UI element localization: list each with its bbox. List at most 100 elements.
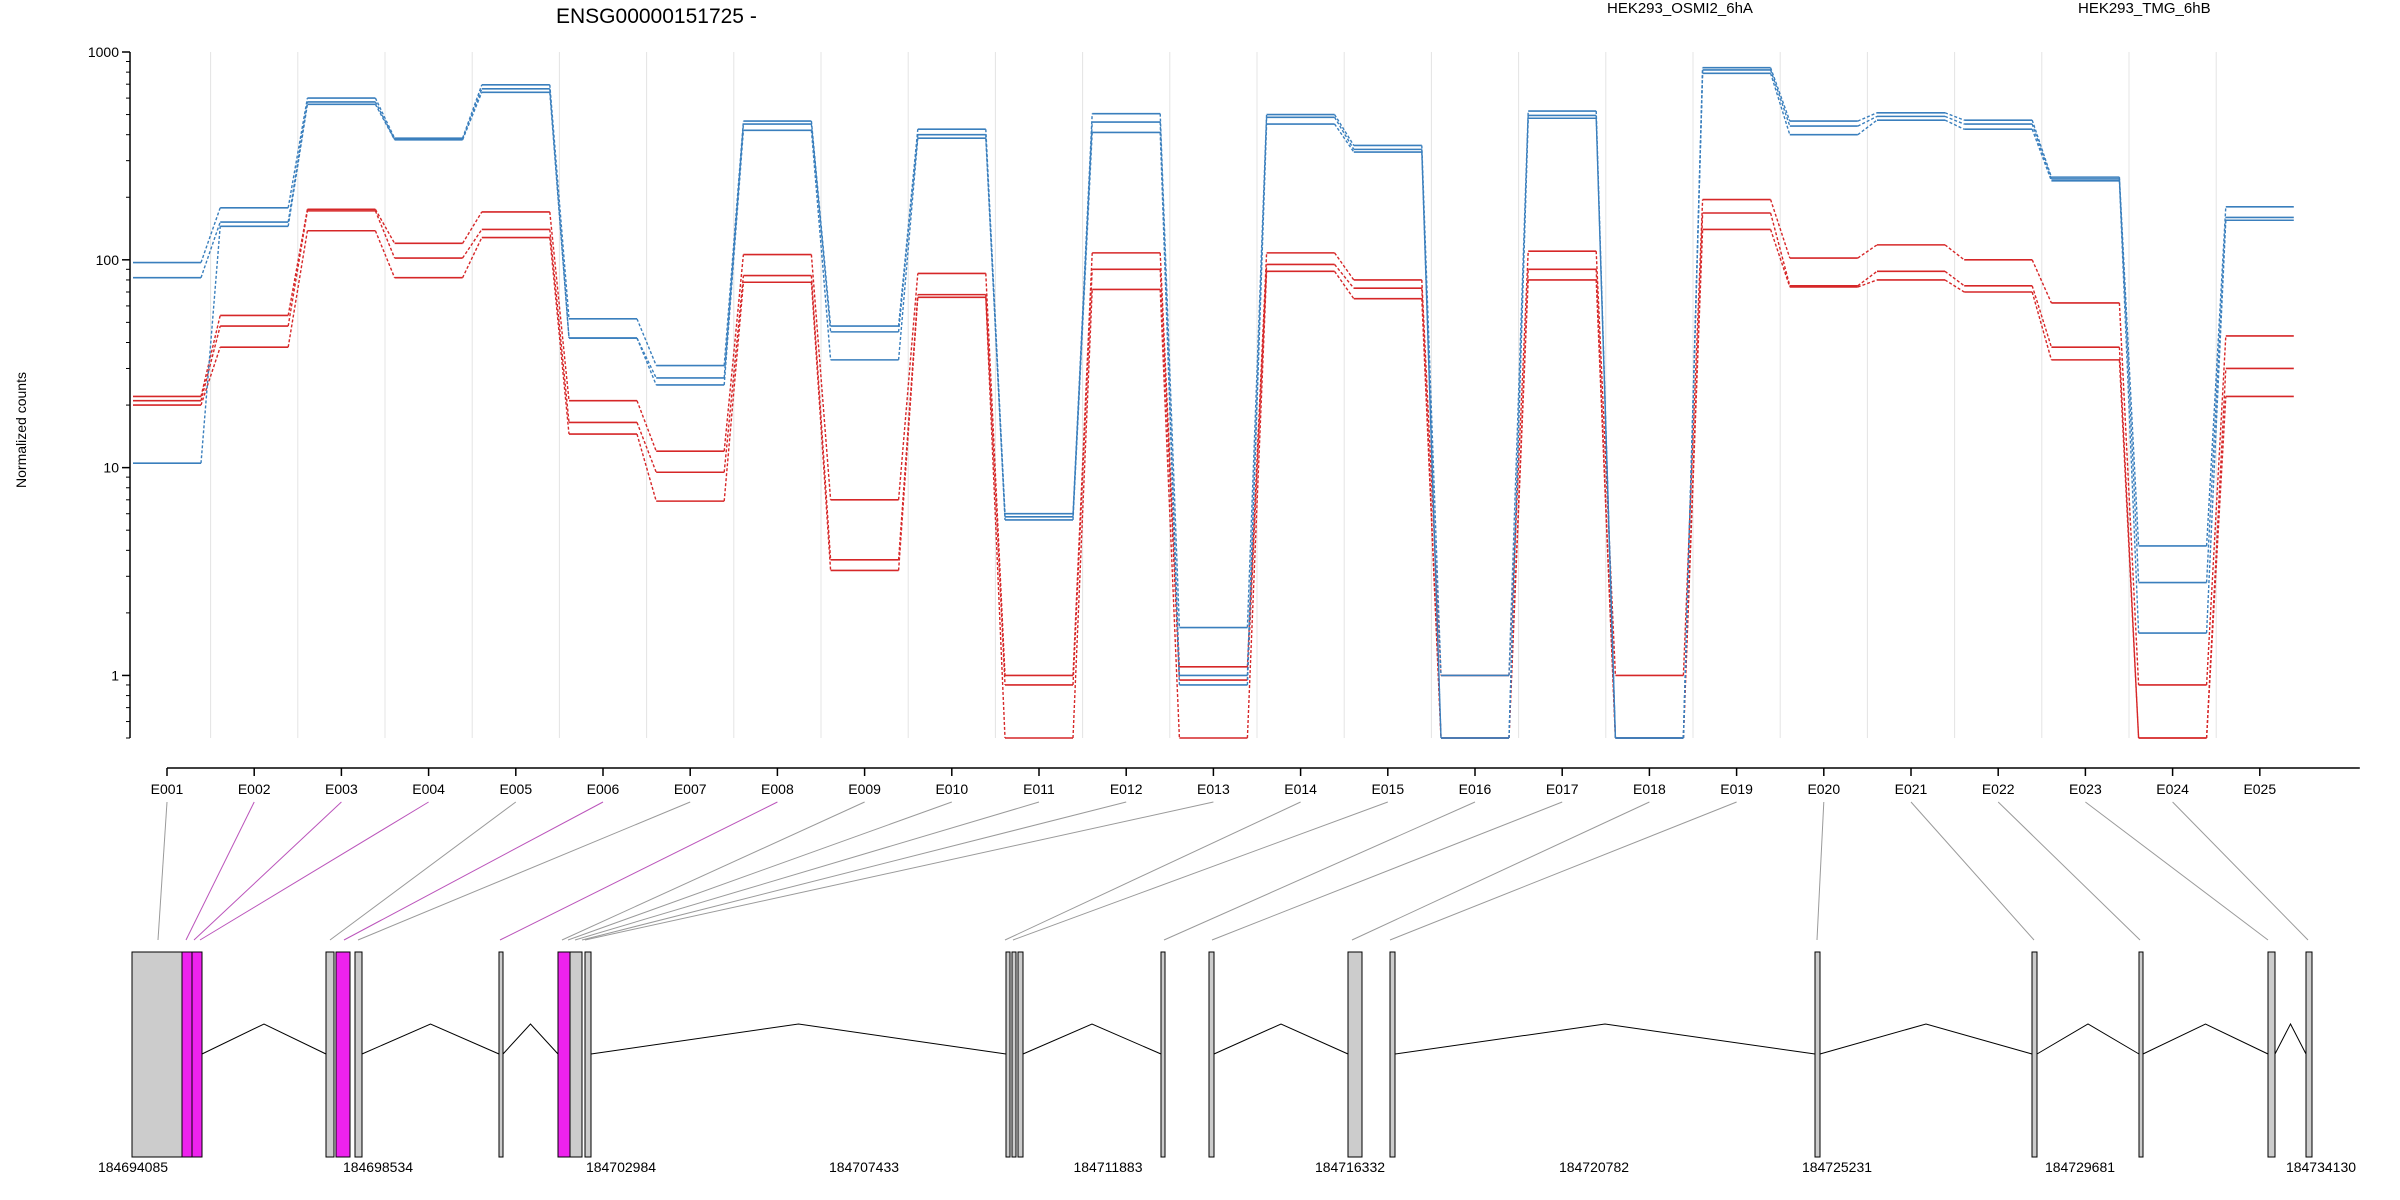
- intron-connector: [590, 1023, 1007, 1055]
- y-tick-label: 1: [111, 667, 119, 683]
- series-transition: [1769, 67, 1791, 122]
- exon-block: [498, 951, 504, 1158]
- series-transition: [2205, 217, 2227, 583]
- coord-label: 184716332: [1315, 1159, 1385, 1175]
- exon-block: [2267, 951, 2276, 1158]
- series-transition: [200, 315, 221, 397]
- y-tick-label: 10: [103, 460, 119, 476]
- series-transition: [1246, 264, 1268, 681]
- exon-block: [2138, 951, 2144, 1158]
- exon-block: [1005, 951, 1011, 1158]
- series-2: [133, 210, 2294, 739]
- exon-connector: [1351, 801, 1650, 941]
- series-transition: [985, 297, 1006, 739]
- coord-label: 184725231: [1802, 1159, 1872, 1175]
- exon-connector: [574, 801, 1040, 941]
- series-transition: [287, 104, 309, 227]
- x-tick-label-e001: E001: [151, 781, 184, 797]
- series-transition: [810, 282, 832, 571]
- series-transition: [2118, 177, 2140, 546]
- series-transition: [549, 84, 570, 319]
- x-axis: E001 E002 E003 E004 E005 E006 E007 E008 E009 E010…: [151, 767, 2360, 797]
- coord-label: 184694085: [98, 1159, 168, 1175]
- intron-connector: [1213, 1023, 1349, 1055]
- exon-connector: [199, 801, 429, 941]
- exon-connector: [584, 801, 1214, 941]
- x-tick-label-e006: E006: [587, 781, 620, 797]
- intron-connector: [2274, 1022, 2307, 1055]
- series-transition: [1857, 119, 1878, 136]
- x-tick-label-e017: E017: [1546, 781, 1579, 797]
- series-transition: [1333, 116, 1355, 150]
- series-transition: [549, 211, 570, 401]
- series-transition: [1421, 298, 1442, 739]
- exon-connector: [561, 801, 865, 941]
- series-transition: [1857, 244, 1878, 259]
- x-tick-label-e025: E025: [2243, 781, 2276, 797]
- x-tick-label-e024: E024: [2156, 781, 2189, 797]
- series-transition: [636, 400, 657, 452]
- series-transition: [723, 130, 745, 385]
- series-transition: [1508, 118, 1529, 739]
- exon-connector: [343, 801, 604, 941]
- series-transition: [1334, 123, 1355, 153]
- series-transition: [1857, 115, 1878, 127]
- series-transition: [723, 275, 745, 473]
- series-transition: [1421, 145, 1442, 676]
- series-transition: [636, 337, 657, 386]
- exon-connector: [185, 801, 255, 941]
- x-tick-label-e011: E011: [1023, 781, 1055, 797]
- exon-block: [1011, 951, 1017, 1158]
- exon-block: [1347, 951, 1363, 1158]
- x-tick-label-e023: E023: [2069, 781, 2102, 797]
- x-tick-label-e016: E016: [1459, 781, 1492, 797]
- exon-block: [354, 951, 363, 1158]
- series-transition: [810, 121, 832, 327]
- series-transition: [1944, 112, 1965, 121]
- x-tick-label-e015: E015: [1371, 781, 1404, 797]
- series-transition: [461, 237, 483, 279]
- series-transition: [1334, 114, 1355, 146]
- exon-connector: [1816, 801, 1825, 941]
- series-transition: [1508, 110, 1529, 676]
- series-transition: [2118, 180, 2140, 634]
- x-tick-label-e004: E004: [412, 781, 445, 797]
- series-transition: [985, 138, 1006, 520]
- exon-block: [584, 951, 592, 1158]
- series-transition: [1421, 149, 1442, 739]
- series-transition: [1246, 124, 1268, 685]
- x-tick-label-e014: E014: [1284, 781, 1317, 797]
- series-transition: [897, 273, 919, 500]
- intron-connector: [2036, 1023, 2140, 1055]
- series-transition: [2031, 259, 2053, 304]
- series-transition: [287, 210, 309, 327]
- series-transition: [2205, 335, 2227, 685]
- exon-connector: [193, 801, 342, 941]
- x-tick-label-e002: E002: [238, 781, 271, 797]
- series-transition: [1072, 269, 1093, 685]
- x-tick-label-e022: E022: [1982, 781, 2015, 797]
- series-transition: [636, 433, 657, 502]
- series-5: [133, 69, 2294, 739]
- intron-connector: [201, 1023, 327, 1055]
- series-transition: [1246, 271, 1268, 739]
- coord-label: 184729681: [2045, 1159, 2115, 1175]
- series-transition: [985, 273, 1006, 676]
- series-transition: [1334, 264, 1355, 289]
- gene-model-track: [131, 951, 2313, 1158]
- exon-connector: [157, 801, 168, 941]
- series-transition: [636, 318, 657, 366]
- series-transition: [462, 229, 483, 259]
- series-transition: [1595, 118, 1617, 739]
- series-transition: [1682, 199, 1704, 676]
- series-transition: [1159, 132, 1181, 685]
- exon-connector: [2172, 801, 2309, 941]
- exon-block: [1160, 951, 1166, 1158]
- x-tick-label-e012: E012: [1110, 781, 1143, 797]
- coord-label: 184720782: [1559, 1159, 1629, 1175]
- y-tick-label: 1000: [88, 44, 119, 60]
- series-4: [133, 66, 2294, 739]
- exon-connector: [1211, 801, 1563, 941]
- x-tick-label-e007: E007: [674, 781, 707, 797]
